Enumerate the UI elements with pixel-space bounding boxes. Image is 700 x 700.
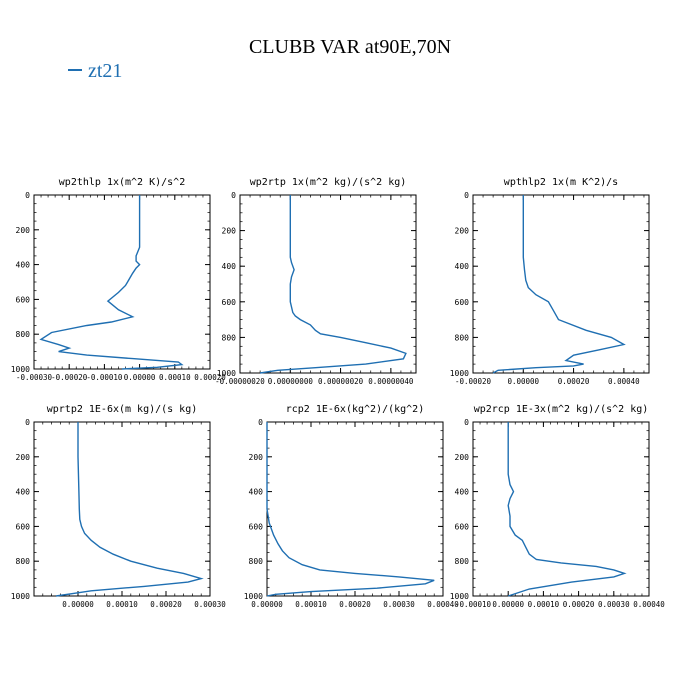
chart-1-ytick-label: 600 bbox=[16, 295, 31, 304]
chart-4-xtick-label: 0.00000 bbox=[62, 600, 94, 609]
chart-6-series-line-1 bbox=[507, 422, 627, 597]
chart-1-ytick-label: 800 bbox=[16, 330, 31, 339]
chart-4-ytick-label: 1000 bbox=[11, 592, 30, 601]
chart-1-frame bbox=[33, 194, 211, 370]
chart-1-xtick-label: 0.00000 bbox=[124, 373, 156, 382]
chart-6-xtick-label: 0.00040 bbox=[633, 600, 665, 609]
chart-2-xtick-label: 0.00000040 bbox=[368, 377, 414, 386]
chart-2-xtick-label: -0.00000020 bbox=[215, 377, 265, 386]
chart-3-xtick-label: 0.00000 bbox=[507, 377, 539, 386]
chart-6-ytick-label: 200 bbox=[455, 453, 470, 462]
chart-5-xtick-label: 0.00030 bbox=[383, 600, 415, 609]
chart-3-ytick-label: 200 bbox=[455, 227, 470, 236]
chart-5-xtick-label: 0.00040 bbox=[427, 600, 459, 609]
chart-5-title: rcp2 1E-6x(kg^2)/(kg^2) bbox=[286, 404, 424, 415]
chart-4-series-line-1 bbox=[55, 422, 204, 597]
chart-3-ytick-label: 0 bbox=[464, 191, 469, 200]
chart-4-ytick-label: 800 bbox=[16, 557, 31, 566]
chart-1-ytick-label: 400 bbox=[16, 261, 31, 270]
chart-1-ytick-label: 0 bbox=[25, 191, 30, 200]
chart-3-frame bbox=[472, 194, 650, 374]
chart-4-xtick-label: 0.00020 bbox=[150, 600, 182, 609]
chart-4-frame bbox=[33, 421, 211, 597]
chart-1-xtick-label: 0.00020 bbox=[194, 373, 226, 382]
legend-label: zt21 bbox=[88, 60, 123, 82]
chart-1-series-line-1 bbox=[39, 195, 184, 370]
chart-6-frame bbox=[472, 421, 650, 597]
chart-3-xtick-label: 0.00020 bbox=[558, 377, 590, 386]
chart-5-xtick-label: 0.00010 bbox=[295, 600, 327, 609]
chart-6-ytick-label: 400 bbox=[455, 488, 470, 497]
chart-6-xtick-label: -0.00010 bbox=[455, 600, 492, 609]
chart-2-title: wp2rtp 1x(m^2 kg)/(s^2 kg) bbox=[250, 177, 407, 188]
chart-2-series-line-1 bbox=[259, 195, 407, 374]
chart-1-ytick-label: 200 bbox=[16, 226, 31, 235]
chart-4-xtick-label: 0.00030 bbox=[194, 600, 226, 609]
chart-1-ytick-label: 1000 bbox=[11, 365, 30, 374]
chart-2-ytick-label: 800 bbox=[222, 333, 237, 342]
chart-6-ytick-label: 600 bbox=[455, 522, 470, 531]
chart-2-ytick-label: 1000 bbox=[217, 369, 236, 378]
chart-6-ytick-label: 0 bbox=[464, 418, 469, 427]
chart-5-ytick-label: 800 bbox=[249, 557, 264, 566]
chart-1-xtick-label: -0.00020 bbox=[51, 373, 88, 382]
chart-1-xtick-label: -0.00010 bbox=[86, 373, 123, 382]
chart-3-series-line-1 bbox=[492, 195, 626, 374]
chart-3-ytick-label: 400 bbox=[455, 262, 470, 271]
chart-6-ytick-label: 800 bbox=[455, 557, 470, 566]
chart-6-xtick-label: 0.00010 bbox=[528, 600, 560, 609]
chart-2-ytick-label: 0 bbox=[231, 191, 236, 200]
chart-5-ytick-label: 0 bbox=[258, 418, 263, 427]
legend: zt21 bbox=[68, 60, 122, 83]
chart-3-ytick-label: 600 bbox=[455, 298, 470, 307]
chart-2-ytick-label: 600 bbox=[222, 298, 237, 307]
chart-3-ytick-label: 800 bbox=[455, 333, 470, 342]
chart-5-xtick-label: 0.00000 bbox=[251, 600, 283, 609]
chart-1-xtick-label: 0.00010 bbox=[159, 373, 191, 382]
chart-6-title: wp2rcp 1E-3x(m^2 kg)/(s^2 kg) bbox=[474, 404, 649, 415]
page-title: CLUBB VAR at90E,70N bbox=[248, 36, 452, 58]
legend-line-icon bbox=[68, 69, 82, 72]
chart-3-xtick-label: 0.00040 bbox=[608, 377, 640, 386]
chart-4-xtick-label: 0.00010 bbox=[106, 600, 138, 609]
chart-4-ytick-label: 600 bbox=[16, 522, 31, 531]
chart-1-xtick-label: -0.00030 bbox=[16, 373, 53, 382]
chart-1-title: wp2thlp 1x(m^2 K)/s^2 bbox=[59, 177, 185, 188]
chart-5-ytick-label: 200 bbox=[249, 453, 264, 462]
chart-3-xtick-label: -0.00020 bbox=[455, 377, 492, 386]
chart-2-ytick-label: 400 bbox=[222, 262, 237, 271]
chart-5-series-line-1 bbox=[266, 422, 435, 597]
chart-2-frame bbox=[239, 194, 417, 374]
chart-3-title: wpthlp2 1x(m K^2)/s bbox=[504, 177, 618, 188]
chart-3-ytick-label: 1000 bbox=[450, 369, 469, 378]
chart-5-ytick-label: 400 bbox=[249, 488, 264, 497]
chart-5-ytick-label: 1000 bbox=[244, 592, 263, 601]
chart-5-xtick-label: 0.00020 bbox=[339, 600, 371, 609]
chart-6-xtick-label: 0.00000 bbox=[492, 600, 524, 609]
chart-6-ytick-label: 1000 bbox=[450, 592, 469, 601]
chart-2-ytick-label: 200 bbox=[222, 227, 237, 236]
chart-4-ytick-label: 400 bbox=[16, 488, 31, 497]
chart-5-frame bbox=[266, 421, 444, 597]
chart-2-xtick-label: 0.00000020 bbox=[318, 377, 364, 386]
chart-6-xtick-label: 0.00020 bbox=[563, 600, 595, 609]
chart-6-xtick-label: 0.00030 bbox=[598, 600, 630, 609]
chart-4-title: wprtp2 1E-6x(m kg)/(s kg) bbox=[47, 404, 198, 415]
chart-5-ytick-label: 600 bbox=[249, 522, 264, 531]
chart-2-xtick-label: 0.00000000 bbox=[268, 377, 314, 386]
chart-4-ytick-label: 0 bbox=[25, 418, 30, 427]
chart-4-ytick-label: 200 bbox=[16, 453, 31, 462]
